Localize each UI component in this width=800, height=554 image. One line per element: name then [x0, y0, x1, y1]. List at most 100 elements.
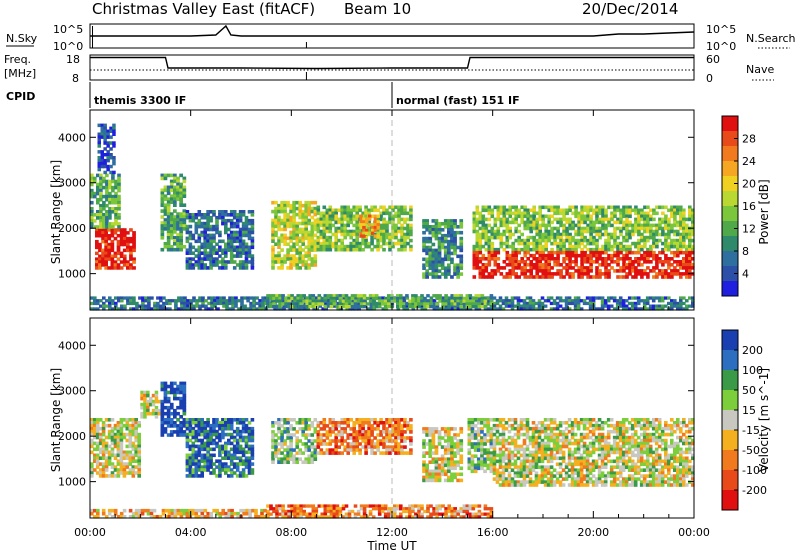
power-cell — [562, 208, 566, 213]
power-cell — [586, 229, 590, 234]
power-cell — [95, 260, 99, 264]
power-cell — [173, 185, 177, 190]
velocity-cell — [355, 418, 359, 422]
velocity-cell — [101, 462, 106, 466]
power-cell — [615, 304, 620, 308]
power-cell — [487, 260, 492, 264]
velocity-cell — [90, 465, 94, 469]
power-cell — [434, 219, 439, 223]
power-cell — [206, 245, 210, 250]
velocity-cell — [128, 444, 133, 449]
power-cell — [610, 253, 614, 258]
power-cell — [277, 224, 281, 229]
power-cell — [352, 217, 356, 222]
velocity-cell — [215, 429, 219, 434]
power-cell — [598, 205, 602, 210]
velocity-cell — [215, 421, 219, 425]
power-cell — [391, 235, 395, 240]
velocity-cell — [355, 445, 359, 449]
power-cell — [537, 304, 542, 308]
power-cell — [219, 296, 223, 300]
velocity-cell — [119, 438, 124, 443]
power-cell — [200, 221, 204, 226]
power-cell — [655, 238, 659, 243]
power-cell — [179, 188, 183, 193]
power-cell — [129, 236, 133, 241]
power-cell — [475, 211, 480, 216]
power-cell — [643, 214, 647, 219]
velocity-cell — [218, 426, 222, 431]
power-cell — [394, 241, 398, 246]
power-cell — [582, 301, 587, 306]
power-cell — [97, 123, 101, 128]
velocity-cell — [179, 415, 183, 419]
power-cell — [642, 307, 647, 311]
power-cell — [376, 229, 380, 234]
power-cell — [676, 229, 680, 234]
power-cell — [559, 238, 563, 243]
power-cell — [619, 211, 623, 216]
power-cell — [523, 244, 527, 249]
power-cell — [496, 247, 501, 252]
power-cell — [325, 217, 330, 222]
power-cell — [114, 307, 118, 311]
power-cell — [478, 257, 483, 261]
power-cell — [616, 208, 620, 213]
power-cell — [249, 307, 253, 311]
velocity-cell — [107, 450, 112, 455]
power-cell — [160, 215, 165, 219]
power-cell — [271, 266, 275, 270]
velocity-cell — [176, 427, 180, 431]
power-cell — [667, 301, 671, 306]
power-cell — [182, 221, 187, 225]
velocity-cell — [209, 462, 213, 466]
power-cell — [106, 129, 110, 133]
velocity-cell — [151, 399, 156, 404]
power-cell — [562, 229, 566, 234]
power-cell — [688, 296, 692, 300]
power-cell — [574, 205, 578, 210]
power-cell — [353, 294, 358, 298]
power-cell — [437, 263, 442, 267]
power-cell — [679, 211, 683, 216]
power-cell — [176, 212, 180, 216]
power-cell — [201, 299, 205, 303]
power-cell — [496, 214, 501, 219]
power-cell — [676, 205, 680, 210]
power-cell — [250, 266, 255, 270]
power-cell — [685, 253, 689, 258]
velocity-cell — [191, 432, 196, 437]
power-cell — [573, 304, 578, 308]
power-cell — [541, 272, 545, 276]
velocity-cell — [274, 442, 278, 446]
velocity-cell — [191, 471, 196, 475]
velocity-cell — [328, 430, 333, 434]
power-cell — [478, 232, 483, 237]
power-cell — [359, 305, 364, 309]
velocity-cell — [95, 456, 100, 460]
power-cell — [434, 233, 439, 238]
velocity-cell — [227, 423, 231, 428]
power-cell — [209, 239, 213, 244]
velocity-cell — [325, 451, 330, 455]
velocity-cell — [271, 451, 275, 455]
velocity-cell — [194, 450, 199, 455]
velocity-cell — [194, 465, 199, 469]
power-cell — [160, 188, 165, 193]
power-cell — [532, 220, 536, 225]
power-cell — [667, 275, 671, 279]
velocity-cell — [322, 442, 327, 446]
power-cell — [532, 244, 536, 249]
power-cell — [514, 257, 518, 261]
power-cell — [104, 263, 108, 267]
power-cell — [422, 236, 426, 241]
power-cell — [660, 304, 665, 308]
power-cell — [478, 241, 483, 246]
power-cell — [250, 224, 255, 229]
power-cell — [481, 208, 486, 213]
velocity-cell — [182, 405, 187, 410]
velocity-cell — [143, 399, 147, 404]
power-cell — [305, 299, 309, 303]
power-cell — [188, 260, 193, 264]
power-cell — [122, 263, 127, 267]
